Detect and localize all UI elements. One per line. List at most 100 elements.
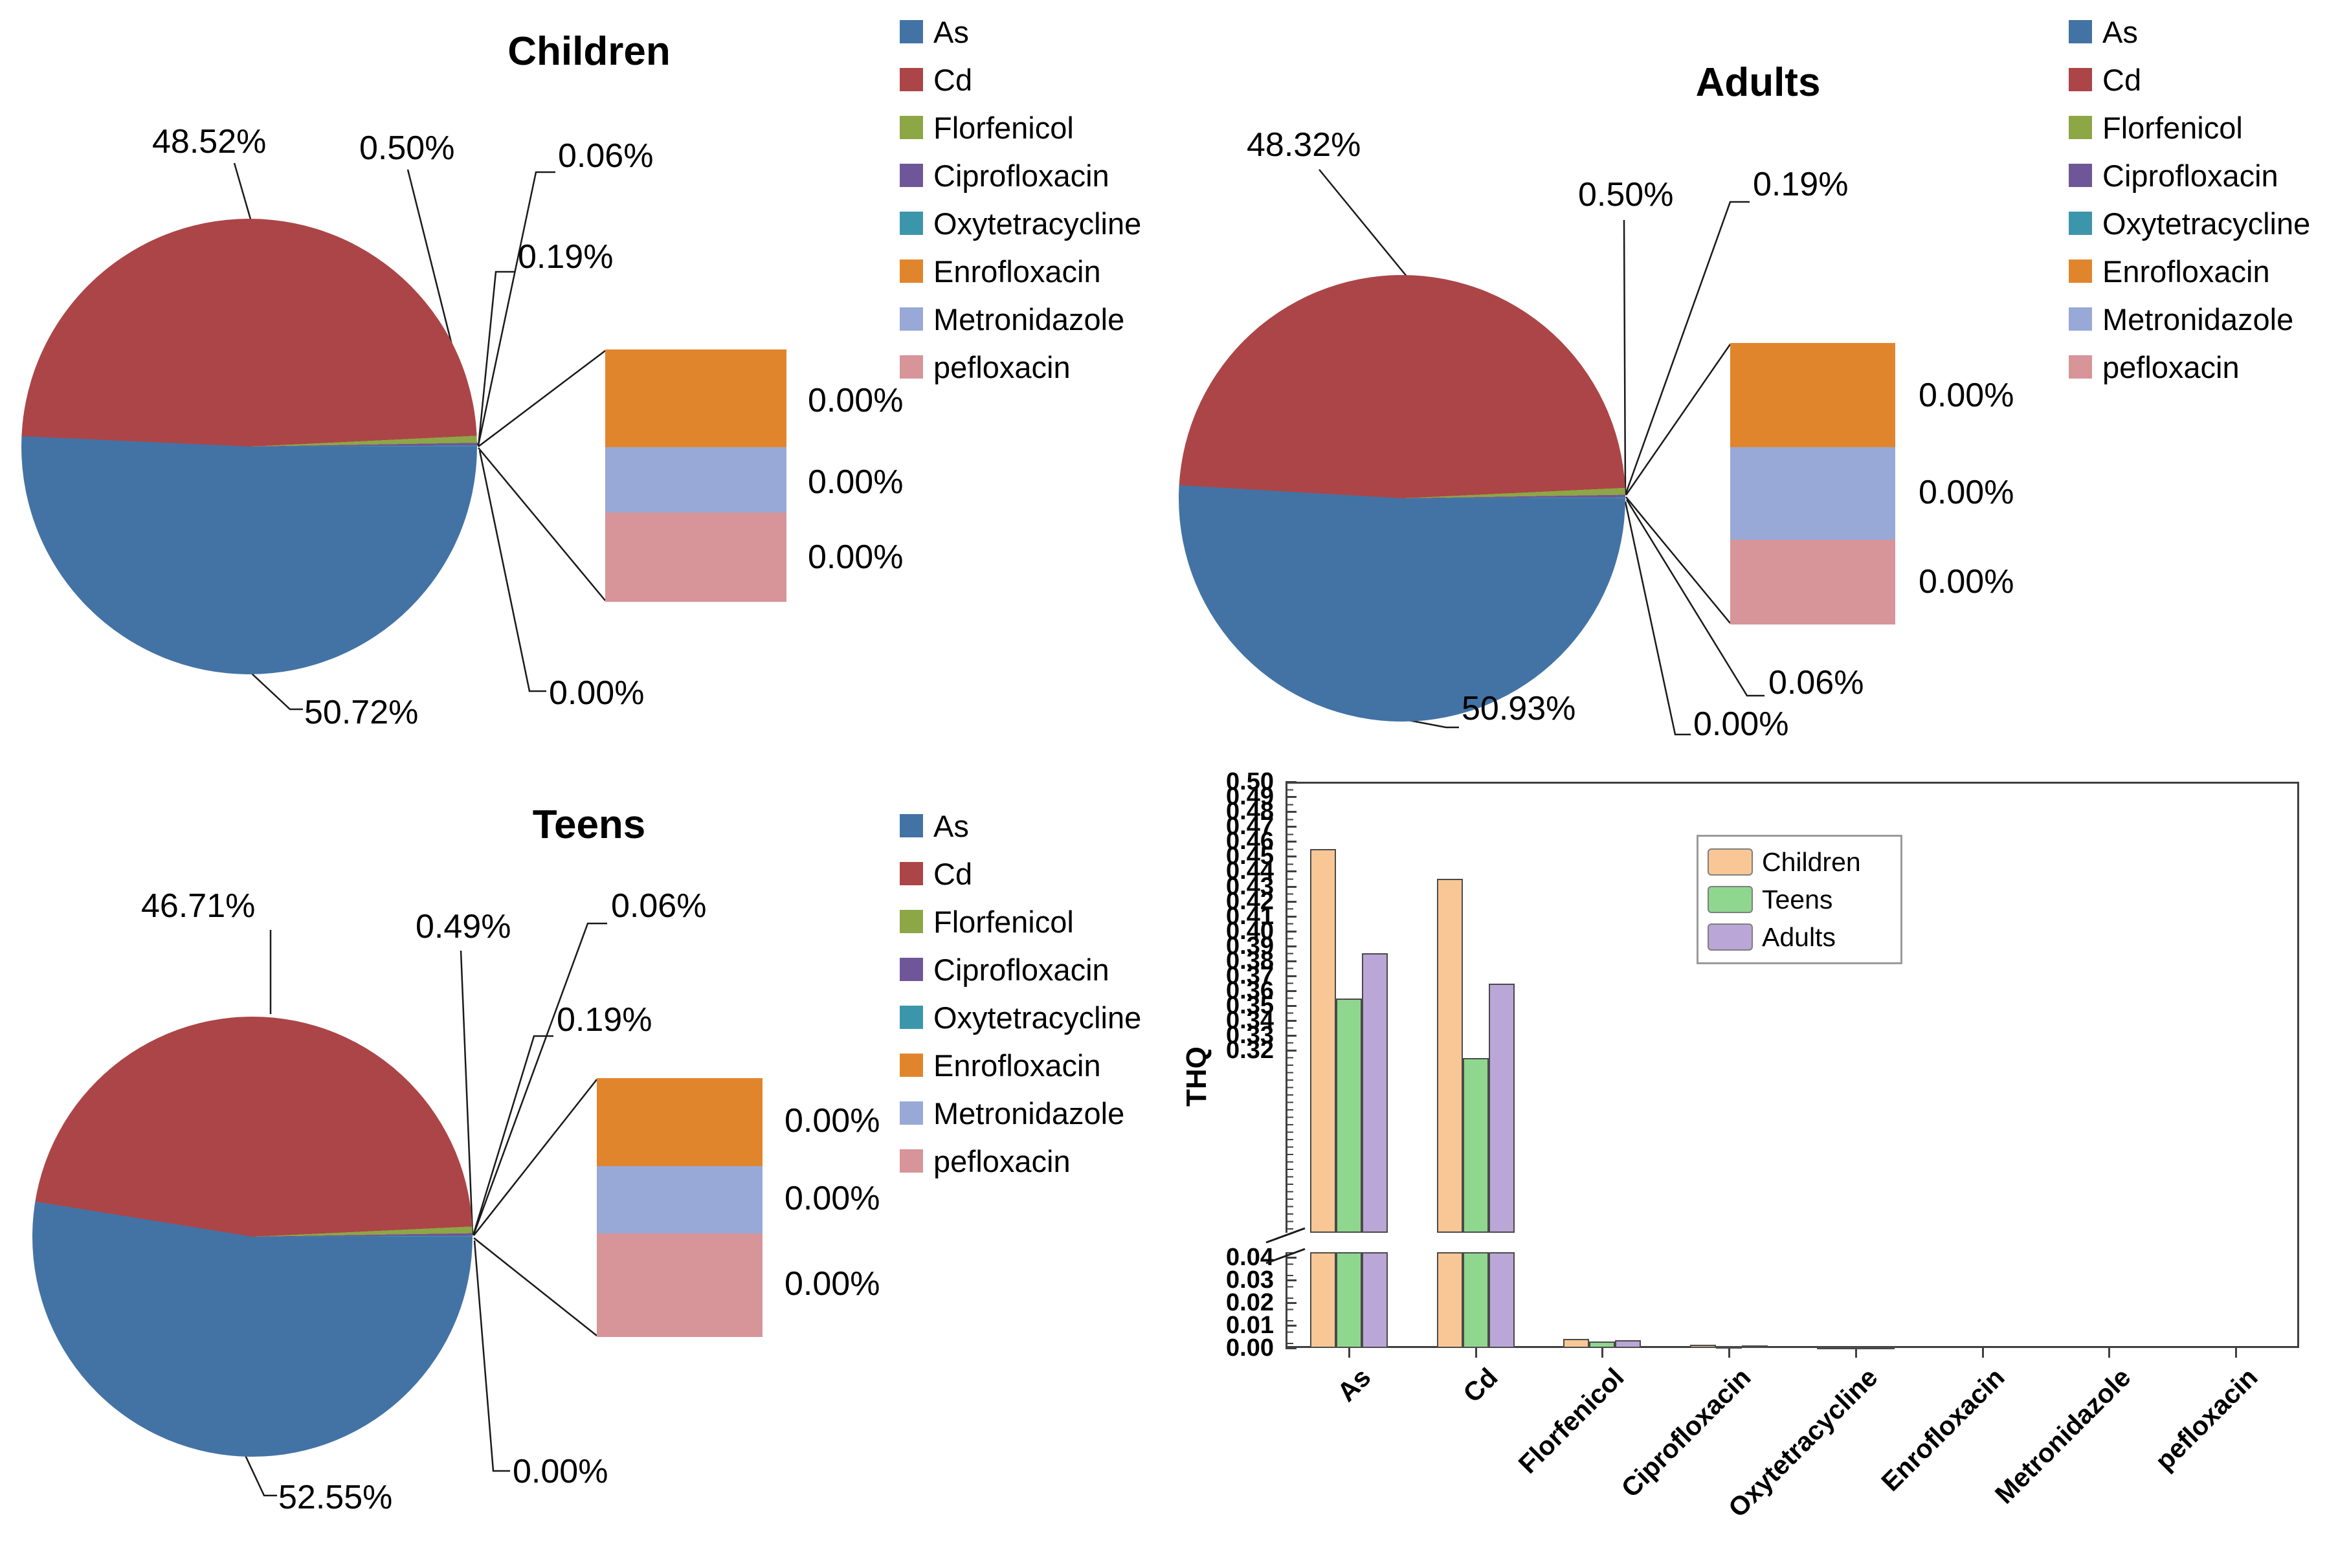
bar-teens-oxytetracycline xyxy=(1842,1347,1869,1349)
x-tick xyxy=(1854,1348,1857,1358)
bar-legend-swatch-icon xyxy=(1708,848,1753,876)
legend-label: Florfenicol xyxy=(933,110,1074,145)
y-tick-label: 0.41 xyxy=(1226,902,1274,930)
label-bar-metronidazole: 0.00% xyxy=(808,463,904,501)
segment-enrofloxacin xyxy=(605,349,786,447)
y-tick xyxy=(1286,1035,1297,1037)
bar-children-as xyxy=(1309,848,1336,1233)
pie-legend: As Cd Florfenicol Ciprofloxacin Oxytetracycl… xyxy=(2069,8,2310,391)
y-tick xyxy=(1286,811,1297,813)
y-tick-label: 0.37 xyxy=(1226,962,1274,990)
y-tick xyxy=(1286,1005,1297,1008)
legend-label: Metronidazole xyxy=(933,1096,1125,1131)
legend-item-florfenicol: Florfenicol xyxy=(900,898,1141,945)
y-tick-label: 0.33 xyxy=(1226,1022,1274,1050)
legend-label: pefloxacin xyxy=(2102,349,2240,384)
legend-swatch-icon xyxy=(900,68,923,91)
y-tick-label: 0.44 xyxy=(1226,857,1274,885)
y-tick xyxy=(1286,975,1297,978)
legend-swatch-icon xyxy=(2069,20,2092,43)
y-tick xyxy=(1286,1020,1297,1022)
legend-swatch-icon xyxy=(2069,116,2092,139)
y-tick xyxy=(1286,796,1297,799)
legend-swatch-icon xyxy=(2069,355,2092,379)
bar-children-as-lower xyxy=(1309,1252,1336,1348)
legend-swatch-icon xyxy=(900,164,923,187)
legend-item-florfenicol: Florfenicol xyxy=(2069,104,2310,151)
label-oxytetracycline: 0.06% xyxy=(558,137,654,175)
legend-swatch-icon xyxy=(900,20,923,43)
legend-label: Enrofloxacin xyxy=(933,1048,1101,1083)
legend-label: Enrofloxacin xyxy=(933,254,1101,289)
x-tick xyxy=(1981,1348,1984,1358)
label-bar-metronidazole: 0.00% xyxy=(785,1180,880,1217)
legend-item-oxytetracycline: Oxytetracycline xyxy=(2069,199,2310,247)
legend-item-enrofloxacin: Enrofloxacin xyxy=(900,1041,1141,1089)
legend-item-pefloxacin: pefloxacin xyxy=(2069,343,2310,391)
y-tick-label: 0.01 xyxy=(1226,1312,1274,1339)
y-tick-label: 0.40 xyxy=(1226,917,1274,945)
breakout-bar-children xyxy=(605,349,786,602)
bar-adults-cd xyxy=(1488,983,1515,1233)
y-tick-label: 0.45 xyxy=(1226,843,1274,870)
legend-label: Oxytetracycline xyxy=(933,206,1142,241)
segment-pefloxacin xyxy=(605,512,786,602)
bar-legend-item-teens: Teens xyxy=(1708,881,1891,918)
bar-teens-ciprofloxacin xyxy=(1716,1345,1742,1349)
bar-legend-item-children: Children xyxy=(1708,843,1891,881)
bar-teens-cd-lower xyxy=(1462,1252,1489,1348)
legend-item-enrofloxacin: Enrofloxacin xyxy=(900,247,1141,295)
legend-item-ciprofloxacin: Ciprofloxacin xyxy=(2069,151,2310,199)
pie-chart-adults xyxy=(1179,275,1625,722)
breakout-bar-teens xyxy=(597,1078,763,1337)
y-tick xyxy=(1286,915,1297,918)
y-tick xyxy=(1286,1325,1297,1327)
pie-title: Teens xyxy=(532,802,646,847)
bar-children-florfenicol xyxy=(1563,1339,1590,1348)
legend-label: As xyxy=(2102,14,2138,49)
bar-children-ciprofloxacin xyxy=(1690,1344,1717,1348)
x-tick xyxy=(1601,1348,1604,1358)
y-tick-label: 0.49 xyxy=(1226,783,1274,811)
y-tick-label: 0.36 xyxy=(1226,977,1274,1005)
x-tick xyxy=(1348,1348,1350,1358)
bar-children-oxytetracycline xyxy=(1816,1347,1843,1349)
label-as: 52.55% xyxy=(278,1479,393,1516)
y-tick-label: 0.04 xyxy=(1226,1244,1274,1271)
label-zero-slice: 0.00% xyxy=(549,674,645,712)
bar-legend-label: Teens xyxy=(1762,884,1833,914)
y-tick xyxy=(1286,781,1297,783)
label-bar-enrofloxacin: 0.00% xyxy=(808,382,904,419)
legend-swatch-icon xyxy=(900,910,923,933)
label-bar-enrofloxacin: 0.00% xyxy=(1919,377,2014,414)
legend-item-cd: Cd xyxy=(900,850,1141,898)
plot-area xyxy=(1286,782,2299,1348)
bar-legend-item-adults: Adults xyxy=(1708,918,1891,956)
bar-legend-label: Children xyxy=(1762,846,1861,877)
segment-enrofloxacin xyxy=(597,1078,763,1166)
legend-swatch-icon xyxy=(900,212,923,235)
legend-label: As xyxy=(933,808,969,843)
legend-swatch-icon xyxy=(2069,68,2092,91)
pie-chart-teens xyxy=(32,1017,473,1457)
x-tick xyxy=(2235,1348,2238,1358)
legend-item-metronidazole: Metronidazole xyxy=(900,1089,1141,1137)
legend-item-ciprofloxacin: Ciprofloxacin xyxy=(900,151,1141,199)
legend-label: Florfenicol xyxy=(933,904,1074,939)
legend-item-cd: Cd xyxy=(2069,56,2310,104)
panel-adults: Adults 48.32% 0.50% 0.19% 0.06% 0.00% 50… xyxy=(1169,0,2338,784)
y-tick xyxy=(1286,841,1297,843)
y-tick-label: 0.43 xyxy=(1226,872,1274,900)
bar-teens-as-lower xyxy=(1335,1252,1362,1348)
label-as: 50.93% xyxy=(1462,690,1576,727)
bar-legend-swatch-icon xyxy=(1708,923,1753,951)
legend-swatch-icon xyxy=(900,259,923,283)
legend-label: Metronidazole xyxy=(933,302,1125,337)
legend-label: pefloxacin xyxy=(933,349,1071,384)
legend-swatch-icon xyxy=(2069,259,2092,283)
legend-label: Ciprofloxacin xyxy=(933,952,1109,987)
legend-item-enrofloxacin: Enrofloxacin xyxy=(2069,247,2310,295)
y-tick xyxy=(1286,1050,1297,1052)
legend-item-as: As xyxy=(900,802,1141,850)
